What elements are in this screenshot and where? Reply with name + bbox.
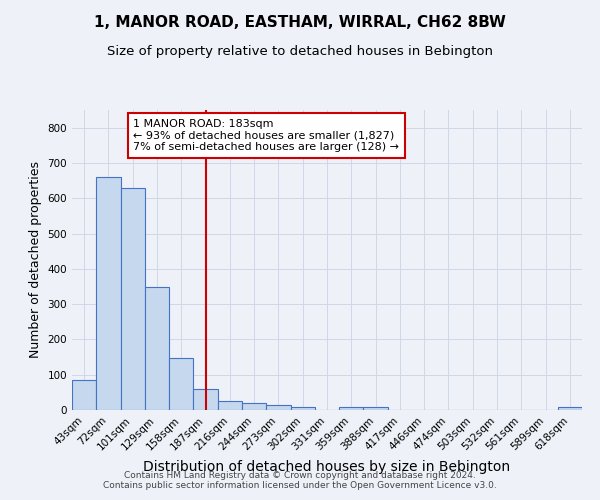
- Text: 1, MANOR ROAD, EASTHAM, WIRRAL, CH62 8BW: 1, MANOR ROAD, EASTHAM, WIRRAL, CH62 8BW: [94, 15, 506, 30]
- Bar: [290, 407, 315, 410]
- Bar: [364, 407, 388, 410]
- Bar: [242, 403, 266, 410]
- Bar: [72, 380, 96, 410]
- Bar: [169, 358, 193, 410]
- Bar: [121, 188, 145, 410]
- Bar: [218, 401, 242, 410]
- Bar: [339, 407, 364, 410]
- Bar: [145, 287, 169, 410]
- Text: 1 MANOR ROAD: 183sqm
← 93% of detached houses are smaller (1,827)
7% of semi-det: 1 MANOR ROAD: 183sqm ← 93% of detached h…: [133, 119, 399, 152]
- Y-axis label: Number of detached properties: Number of detached properties: [29, 162, 42, 358]
- Bar: [266, 406, 290, 410]
- Bar: [96, 177, 121, 410]
- X-axis label: Distribution of detached houses by size in Bebington: Distribution of detached houses by size …: [143, 460, 511, 474]
- Bar: [558, 407, 582, 410]
- Text: Contains HM Land Registry data © Crown copyright and database right 2024.
Contai: Contains HM Land Registry data © Crown c…: [103, 470, 497, 490]
- Text: Size of property relative to detached houses in Bebington: Size of property relative to detached ho…: [107, 45, 493, 58]
- Bar: [193, 389, 218, 410]
